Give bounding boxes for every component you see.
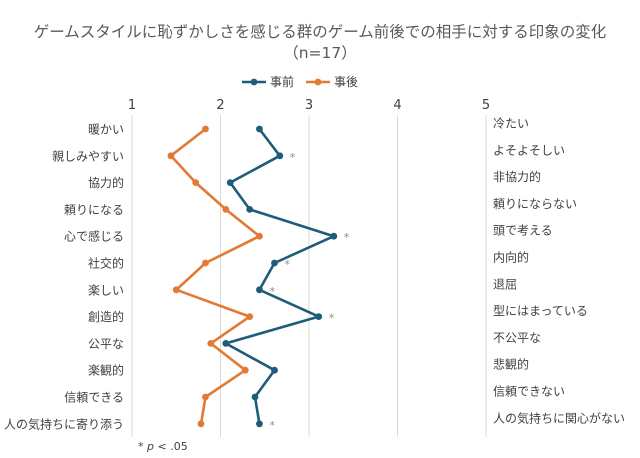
data-point bbox=[276, 152, 284, 160]
x-tick-label-1: 1 bbox=[128, 98, 136, 113]
data-point bbox=[256, 420, 263, 428]
footnote-p: p bbox=[147, 440, 154, 453]
data-point bbox=[330, 232, 338, 240]
right-label: 型にはまっている bbox=[493, 304, 588, 318]
left-label: 公平な bbox=[88, 337, 124, 351]
data-point bbox=[241, 366, 249, 374]
data-point bbox=[222, 340, 230, 347]
footnote: * p < .05 bbox=[138, 440, 188, 453]
left-label: 頼りになる bbox=[64, 203, 124, 217]
footnote-rest: < .05 bbox=[153, 440, 188, 453]
data-point bbox=[226, 179, 234, 187]
data-point bbox=[197, 420, 205, 428]
x-tick-label-4: 4 bbox=[393, 98, 401, 113]
significance-marker: * bbox=[344, 231, 350, 244]
left-label: 心で感じる bbox=[64, 229, 124, 244]
data-point bbox=[251, 393, 259, 401]
significance-marker: * bbox=[269, 285, 275, 298]
significance-marker: * bbox=[269, 419, 275, 432]
left-label: 親しみやすい bbox=[52, 149, 124, 163]
data-point bbox=[222, 206, 230, 213]
chart-subtitle: （n=17） bbox=[283, 44, 357, 62]
left-label: 創造的 bbox=[88, 309, 124, 324]
legend-marker-1 bbox=[250, 78, 258, 86]
data-point bbox=[202, 125, 209, 133]
data-point bbox=[202, 259, 209, 267]
significance-marker: * bbox=[290, 151, 296, 164]
data-point bbox=[246, 313, 254, 320]
data-point bbox=[192, 179, 200, 187]
data-point bbox=[207, 340, 215, 347]
right-label: 人の気持ちに関心がない bbox=[493, 410, 625, 425]
left-label: 楽しい bbox=[88, 283, 124, 297]
right-label: 冷たい bbox=[493, 117, 529, 131]
significance-marker: * bbox=[284, 258, 290, 271]
chart-title: ゲームスタイルに恥ずかしさを感じる群のゲーム前後での相手に対する印象の変化 bbox=[33, 23, 607, 41]
data-point bbox=[246, 206, 254, 213]
legend-label-2: 事後 bbox=[334, 75, 358, 89]
left-label: 人の気持ちに寄り添う bbox=[4, 416, 124, 431]
data-point bbox=[256, 232, 263, 240]
data-point bbox=[256, 286, 263, 294]
x-tick-label-2: 2 bbox=[216, 98, 224, 113]
series-line-2 bbox=[169, 127, 261, 425]
right-label: 不公平な bbox=[493, 331, 541, 345]
data-point bbox=[315, 313, 323, 320]
right-label: 非協力的 bbox=[493, 169, 541, 184]
right-label: よそよそしい bbox=[493, 143, 565, 157]
data-point bbox=[172, 286, 180, 294]
right-label: 頼りにならない bbox=[493, 197, 577, 211]
right-label: 退屈 bbox=[493, 277, 517, 291]
left-label: 楽観的 bbox=[88, 363, 124, 378]
right-label: 悲観的 bbox=[493, 357, 529, 372]
data-point bbox=[256, 125, 263, 133]
data-point bbox=[271, 259, 278, 267]
right-label: 信頼できない bbox=[493, 385, 565, 399]
left-label: 社交的 bbox=[88, 256, 124, 271]
data-point bbox=[202, 393, 209, 401]
x-tick-label-5: 5 bbox=[482, 98, 490, 113]
data-point bbox=[271, 366, 278, 374]
series-line-1 bbox=[224, 128, 336, 425]
x-tick-label-3: 3 bbox=[305, 98, 313, 113]
significance-marker: * bbox=[329, 312, 335, 325]
right-label: 頭で考える bbox=[493, 224, 553, 238]
data-point bbox=[167, 152, 175, 160]
legend-label-1: 事前 bbox=[270, 74, 294, 89]
legend-marker-2 bbox=[314, 78, 322, 86]
left-label: 暖かい bbox=[88, 123, 124, 137]
footnote-star: * bbox=[138, 440, 144, 453]
left-label: 信頼できる bbox=[64, 391, 124, 405]
left-label: 協力的 bbox=[88, 175, 124, 190]
right-label: 内向的 bbox=[493, 250, 529, 265]
